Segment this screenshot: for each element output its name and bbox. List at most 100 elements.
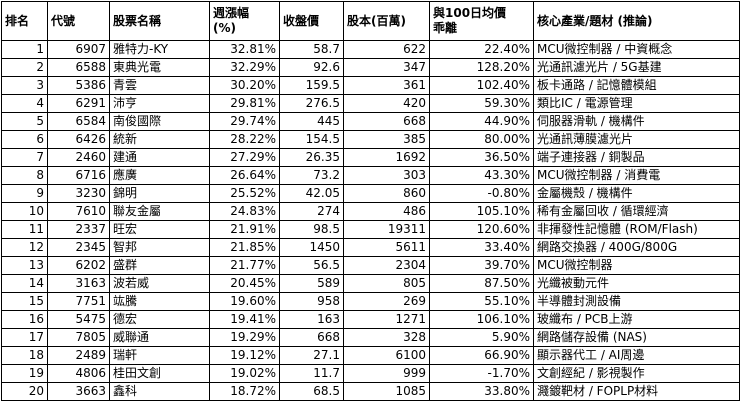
table-cell: 7	[1, 148, 48, 167]
table-cell: 非揮發性記憶體 (ROM/Flash)	[533, 220, 740, 239]
table-cell: -0.80%	[429, 184, 534, 203]
table-cell: 55.10%	[429, 292, 534, 311]
table-cell: 20.45%	[209, 274, 280, 293]
table-cell: 33.40%	[429, 238, 534, 257]
table-cell: 44.90%	[429, 112, 534, 131]
header-cell: 與100日均價 乖離	[429, 1, 534, 41]
table-cell: 1085	[343, 382, 430, 401]
table-cell: 80.00%	[429, 130, 534, 149]
table-cell: 163	[279, 310, 344, 329]
table-row: 4 6291 沛亨 29.81% 276.5 420 59.30% 類比IC / 電源管理	[1, 94, 740, 113]
table-row: 12 2345 智邦 21.85% 1450 5611 33.40% 網路交換器 / 400G…	[1, 238, 740, 257]
table-cell: 7751	[47, 292, 110, 311]
table-cell: 361	[343, 76, 430, 95]
table-row: 1 6907 雅特力-KY 32.81% 58.7 622 22.40% MCU微控制器 / …	[1, 40, 740, 59]
table-cell: 7610	[47, 202, 110, 221]
table-cell: 18	[1, 346, 48, 365]
table-cell: 13	[1, 256, 48, 275]
table-cell: 5.90%	[429, 328, 534, 347]
table-cell: 瑞軒	[109, 346, 210, 365]
table-cell: 445	[279, 112, 344, 131]
table-cell: 網路交換器 / 400G/800G	[533, 238, 740, 257]
header-cell: 週漲幅 (%)	[209, 1, 280, 41]
table-cell: 102.40%	[429, 76, 534, 95]
table-cell: 98.5	[279, 220, 344, 239]
table-cell: 3	[1, 76, 48, 95]
table-cell: 竑騰	[109, 292, 210, 311]
table-cell: 2489	[47, 346, 110, 365]
table-row: 8 6716 應廣 26.64% 73.2 303 43.30% MCU微控制器 / 消費電	[1, 166, 740, 185]
table-cell: 6426	[47, 130, 110, 149]
table-cell: 金屬機殼 / 機構件	[533, 184, 740, 203]
table-row: 10 7610 聯友金屬 24.83% 274 486 105.10% 稀有金屬回收 / 循環…	[1, 202, 740, 221]
table-cell: 12	[1, 238, 48, 257]
table-cell: 32.29%	[209, 58, 280, 77]
table-cell: 6588	[47, 58, 110, 77]
table-cell: 274	[279, 202, 344, 221]
table-cell: 27.1	[279, 346, 344, 365]
table-cell: 應廣	[109, 166, 210, 185]
table-cell: MCU微控制器	[533, 256, 740, 275]
table-cell: 板卡通路 / 記憶體模組	[533, 76, 740, 95]
table-cell: 14	[1, 274, 48, 293]
table-cell: 106.10%	[429, 310, 534, 329]
table-cell: MCU微控制器 / 消費電	[533, 166, 740, 185]
table-cell: 鑫科	[109, 382, 210, 401]
table-cell: 青雲	[109, 76, 210, 95]
table-cell: 11	[1, 220, 48, 239]
table-cell: 19.60%	[209, 292, 280, 311]
table-cell: 2345	[47, 238, 110, 257]
table-cell: 6202	[47, 256, 110, 275]
table-cell: 120.60%	[429, 220, 534, 239]
table-cell: 999	[343, 364, 430, 383]
table-cell: 73.2	[279, 166, 344, 185]
header-cell: 排名	[1, 1, 48, 41]
table-cell: 6907	[47, 40, 110, 59]
table-row: 15 7751 竑騰 19.60% 958 269 55.10% 半導體封測設備	[1, 292, 740, 311]
table-cell: 3163	[47, 274, 110, 293]
table-cell: 385	[343, 130, 430, 149]
table-cell: 7805	[47, 328, 110, 347]
table-cell: 22.40%	[429, 40, 534, 59]
table-cell: 南俊國際	[109, 112, 210, 131]
table-cell: 類比IC / 電源管理	[533, 94, 740, 113]
table-cell: 旺宏	[109, 220, 210, 239]
table-cell: 文創經紀 / 影視製作	[533, 364, 740, 383]
table-cell: 2	[1, 58, 48, 77]
table-row: 5 6584 南俊國際 29.74% 445 668 44.90% 伺服器滑軌 / 機構件	[1, 112, 740, 131]
table-cell: 19.02%	[209, 364, 280, 383]
table-row: 19 4806 桂田文創 19.02% 11.7 999 -1.70% 文創經紀 / 影視製作	[1, 364, 740, 383]
table-cell: 顯示器代工 / AI周邊	[533, 346, 740, 365]
table-cell: 68.5	[279, 382, 344, 401]
table-cell: 東典光電	[109, 58, 210, 77]
table-cell: 濺鍍靶材 / FOPLP材料	[533, 382, 740, 401]
table-cell: 波若威	[109, 274, 210, 293]
table-cell: 建通	[109, 148, 210, 167]
table-cell: 5475	[47, 310, 110, 329]
table-cell: 錦明	[109, 184, 210, 203]
table-cell: 2304	[343, 256, 430, 275]
table-cell: 860	[343, 184, 430, 203]
header-cell: 股本(百萬)	[343, 1, 430, 41]
stock-table: 排名 代號 股票名稱 週漲幅 (%) 收盤價 股本(百萬) 與100日均價 乖離 核心產業/題…	[1, 1, 740, 401]
header-cell: 收盤價	[279, 1, 344, 41]
table-row: 11 2337 旺宏 21.91% 98.5 19311 120.60% 非揮發性記憶體 (R…	[1, 220, 740, 239]
table-cell: 5386	[47, 76, 110, 95]
header-row: 排名 代號 股票名稱 週漲幅 (%) 收盤價 股本(百萬) 與100日均價 乖離 核心產業/題…	[1, 1, 740, 41]
table-cell: 19.41%	[209, 310, 280, 329]
table-cell: 27.29%	[209, 148, 280, 167]
table-cell: 92.6	[279, 58, 344, 77]
table-cell: 6291	[47, 94, 110, 113]
table-cell: 統新	[109, 130, 210, 149]
table-cell: 19.12%	[209, 346, 280, 365]
table-cell: 87.50%	[429, 274, 534, 293]
table-row: 9 3230 錦明 25.52% 42.05 860 -0.80% 金屬機殼 / 機構件	[1, 184, 740, 203]
table-cell: 端子連接器 / 銅製品	[533, 148, 740, 167]
table-cell: 8	[1, 166, 48, 185]
table-cell: 桂田文創	[109, 364, 210, 383]
table-cell: 6	[1, 130, 48, 149]
table-cell: 德宏	[109, 310, 210, 329]
table-cell: 5611	[343, 238, 430, 257]
table-cell: 11.7	[279, 364, 344, 383]
table-cell: 1450	[279, 238, 344, 257]
